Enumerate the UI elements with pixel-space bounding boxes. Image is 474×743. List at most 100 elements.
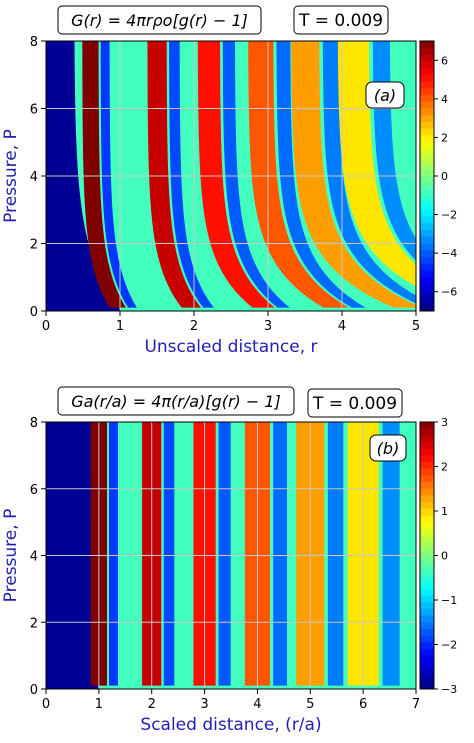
colorbar-segment bbox=[420, 628, 434, 637]
colorbar-segment bbox=[420, 128, 434, 136]
formula-box bbox=[57, 386, 295, 416]
colorbar-segment bbox=[420, 535, 434, 543]
formula-text: Ga(r/a) = 4π(r/a)[g(r) − 1] bbox=[71, 392, 281, 411]
colorbar-segment bbox=[420, 142, 434, 150]
colorbar-segment bbox=[420, 648, 434, 657]
y-tick-label: 8 bbox=[30, 416, 38, 431]
colorbar-segment bbox=[420, 448, 434, 456]
colorbar-segment bbox=[420, 182, 434, 190]
y-axis-label: Pressure, P bbox=[1, 509, 21, 603]
colorbar-segment bbox=[420, 203, 434, 211]
panel-label-box bbox=[369, 434, 407, 462]
colorbar-tick-label: −2 bbox=[441, 639, 457, 652]
colorbar-segment bbox=[420, 189, 434, 197]
trough-band-1 bbox=[109, 422, 118, 686]
panel-a: 0 1 2 3 4 5 0 2 4 6 8 Unscaled distance, r Pressure,… bbox=[0, 0, 474, 365]
colorbar-segment bbox=[420, 74, 434, 82]
colorbar-segment bbox=[420, 582, 434, 590]
colorbar-segment bbox=[420, 290, 434, 298]
x-tick-label: 1 bbox=[116, 319, 124, 334]
colorbar-segment bbox=[420, 542, 434, 550]
colorbar-segment bbox=[420, 250, 434, 258]
trough-band-6 bbox=[382, 422, 400, 686]
x-tick-label: 1 bbox=[95, 697, 103, 712]
panel-label: (b) bbox=[377, 439, 400, 458]
colorbar-tick-label: −4 bbox=[441, 247, 457, 260]
colorbar-segment bbox=[420, 595, 434, 603]
x-tick-label: 2 bbox=[190, 319, 198, 334]
colorbar-segment bbox=[420, 668, 434, 677]
colorbar-segment bbox=[420, 297, 434, 305]
trough-band-3 bbox=[218, 422, 231, 686]
x-tick-label: 4 bbox=[338, 319, 346, 334]
colorbar-segment bbox=[420, 548, 434, 556]
colorbar-tick-label: 0 bbox=[441, 550, 448, 563]
colorbar-segment bbox=[420, 88, 434, 96]
colorbar-tick-label: 3 bbox=[441, 416, 448, 429]
colorbar-segment bbox=[420, 575, 434, 583]
x-tick-label: 5 bbox=[306, 697, 314, 712]
colorbar-segment bbox=[420, 675, 434, 683]
trough-band-5 bbox=[327, 422, 344, 686]
colorbar-tick-label: −1 bbox=[441, 594, 457, 607]
colorbar-segment bbox=[420, 176, 434, 184]
y-tick-label: 6 bbox=[30, 103, 38, 118]
colorbar-segment bbox=[420, 622, 434, 630]
peak-band-1 bbox=[82, 41, 126, 308]
peak-band-4 bbox=[248, 41, 349, 308]
y-tick-label: 6 bbox=[30, 483, 38, 498]
colorbar-segment bbox=[420, 257, 434, 265]
panel-label-box bbox=[365, 81, 405, 109]
colorbar-segment bbox=[420, 169, 434, 177]
colorbar-segment bbox=[420, 508, 434, 516]
y-tick-label: 0 bbox=[30, 683, 38, 698]
x-tick-label: 6 bbox=[359, 697, 367, 712]
colorbar-segment bbox=[420, 482, 434, 490]
colorbar-tick-label: −3 bbox=[441, 683, 457, 696]
colorbar-segment bbox=[420, 642, 434, 650]
colorbar-segment bbox=[420, 608, 434, 617]
y-tick-label: 4 bbox=[30, 170, 38, 185]
x-tick-label: 0 bbox=[42, 697, 50, 712]
colorbar-segment bbox=[420, 468, 434, 476]
y-tick-label: 0 bbox=[30, 305, 38, 320]
colorbar-segment bbox=[420, 54, 434, 62]
colorbar-tick-label: 2 bbox=[441, 131, 448, 144]
colorbar-segment bbox=[420, 115, 434, 123]
colorbar-segment bbox=[420, 68, 434, 76]
colorbar-segment bbox=[420, 304, 434, 312]
colorbar-segment bbox=[420, 101, 434, 109]
x-tick-label: 4 bbox=[253, 697, 261, 712]
colorbar-segment bbox=[420, 230, 434, 238]
peak-band-5 bbox=[291, 41, 416, 308]
x-tick-label: 7 bbox=[412, 697, 420, 712]
colorbar-segment bbox=[420, 655, 434, 663]
trough-band-2 bbox=[169, 41, 214, 308]
temperature-text: T = 0.009 bbox=[298, 11, 383, 31]
colorbar-segment bbox=[420, 149, 434, 157]
trough-band-3 bbox=[222, 41, 290, 308]
colorbar-segment bbox=[420, 223, 434, 231]
colorbar-segment bbox=[420, 236, 434, 244]
x-tick-label: 5 bbox=[412, 319, 420, 334]
panel-b: 0 1 2 3 4 5 6 7 0 2 4 6 8 Scaled distance, (r/a) Press… bbox=[0, 375, 474, 739]
colorbar-segment bbox=[420, 588, 434, 597]
panel-label: (a) bbox=[374, 86, 396, 105]
trough-band-1 bbox=[100, 41, 137, 308]
colorbar-segment bbox=[420, 635, 434, 643]
colorbar-segment bbox=[420, 47, 434, 55]
y-tick-label: 2 bbox=[30, 238, 38, 253]
colorbar-segment bbox=[420, 662, 434, 670]
trough-band-5 bbox=[322, 41, 416, 304]
peak-band-3 bbox=[197, 41, 275, 308]
temperature-box bbox=[293, 5, 389, 35]
colorbar-segment bbox=[420, 108, 434, 116]
colorbar-segment bbox=[420, 435, 434, 443]
colorbar-segment bbox=[420, 422, 434, 430]
colorbar-segment bbox=[420, 284, 434, 292]
colorbar-segment bbox=[420, 196, 434, 204]
colorbar-segment bbox=[420, 81, 434, 89]
colorbar-segment bbox=[420, 122, 434, 130]
colorbar-tick-label: 2 bbox=[441, 461, 448, 474]
trough-band-2 bbox=[163, 422, 175, 686]
